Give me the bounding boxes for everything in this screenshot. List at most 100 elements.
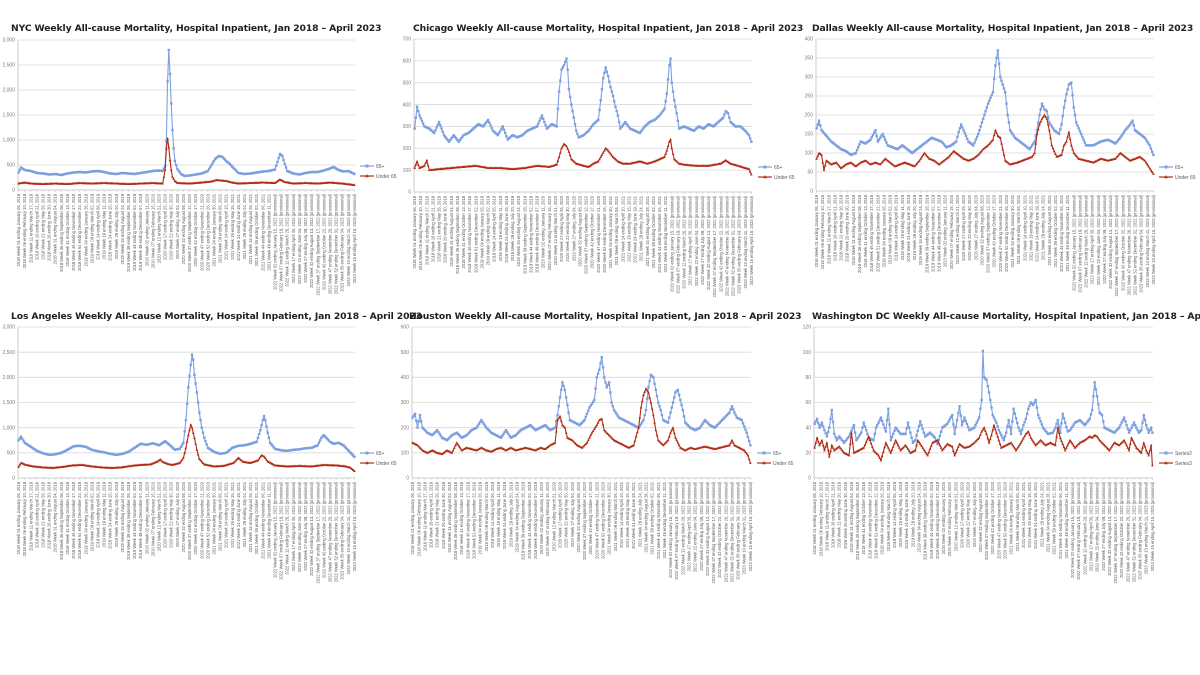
data-point (47, 453, 51, 457)
data-point (1061, 114, 1064, 118)
x-tick-label: 2018 Week 26 ending June 30, 2018 (47, 481, 52, 549)
data-point (590, 431, 594, 434)
data-point (623, 419, 627, 422)
x-tick-label: 2021 Week 39 ending October 02, 2021 (651, 195, 656, 268)
data-point (864, 159, 867, 162)
y-tick-label: 50 (807, 170, 813, 176)
x-tick-label: 2020 Week 12 ending March 21, 2020 (553, 195, 558, 265)
data-point (972, 157, 975, 160)
data-point (887, 407, 890, 410)
data-point (579, 135, 583, 138)
data-point (1113, 431, 1116, 434)
data-point (622, 122, 626, 125)
data-point (1066, 443, 1069, 447)
data-point (1031, 440, 1035, 443)
data-point (567, 150, 571, 153)
data-point (326, 168, 329, 171)
x-tick-label: 2019 Week 24 ending June 15, 2019 (502, 481, 507, 549)
data-point (571, 420, 574, 423)
data-point (113, 453, 117, 456)
data-point (631, 128, 634, 131)
data-point (904, 432, 907, 436)
data-point (170, 102, 173, 105)
data-point (187, 433, 190, 437)
data-point (653, 421, 656, 424)
data-point (917, 440, 921, 444)
x-tick-label: 2022 Week 27 ending July 09, 2022 (provi… (699, 481, 704, 570)
data-point (210, 163, 213, 167)
x-tick-label: 2021 Week 44 ending November 06, 2021 (260, 481, 265, 559)
data-point (863, 425, 867, 428)
x-tick-label: 2022 Week 37 ending September 17, 2022 (… (711, 481, 716, 583)
data-point (943, 158, 947, 161)
data-point (973, 426, 976, 429)
data-point (196, 172, 200, 176)
data-point (848, 442, 852, 446)
data-point (300, 172, 304, 176)
data-point (1014, 417, 1018, 420)
data-point (835, 439, 838, 442)
data-point (560, 68, 563, 71)
data-point (1019, 441, 1023, 444)
data-point (950, 413, 954, 417)
data-point (1000, 446, 1003, 449)
data-point (517, 135, 520, 139)
data-point (993, 418, 997, 422)
data-point (1046, 115, 1050, 119)
data-point (295, 448, 299, 451)
y-tick-label: 500 (7, 163, 16, 169)
data-point (995, 56, 998, 60)
data-point (160, 459, 163, 462)
x-tick-label: 2018 Week 06 ending February 10, 2018 (820, 194, 825, 269)
data-point (529, 423, 532, 427)
data-point (645, 389, 649, 392)
data-point (496, 434, 499, 438)
data-point (816, 123, 820, 126)
x-tick-label: 2018 Week 31 ending August 04, 2018 (449, 195, 454, 266)
data-point (1116, 154, 1120, 157)
data-point (1078, 441, 1082, 444)
legend-entry: 65+ (758, 165, 783, 171)
data-point (222, 157, 225, 160)
data-point (998, 442, 1002, 446)
data-point (987, 441, 991, 444)
data-point (33, 448, 36, 451)
data-point (1004, 91, 1007, 94)
data-point (1008, 441, 1012, 445)
data-point (176, 167, 179, 171)
data-point (836, 445, 840, 449)
data-point (823, 133, 827, 136)
data-point (660, 111, 664, 114)
data-point (977, 132, 980, 136)
data-point (835, 446, 839, 450)
data-point (456, 443, 460, 446)
data-point (997, 135, 1001, 138)
x-tick-label: 2021 Week 34 ending August 28, 2021 (645, 195, 650, 266)
series-line-65- (412, 356, 751, 446)
x-tick-label: 2023 Week 15 ending April 15, 2023 (prov… (352, 481, 357, 571)
data-point (728, 161, 731, 164)
data-point (1148, 166, 1152, 170)
data-point (305, 447, 308, 450)
data-point (1044, 429, 1047, 433)
data-point (1141, 421, 1144, 424)
data-point (992, 77, 996, 81)
data-point (497, 435, 500, 438)
data-point (928, 431, 932, 434)
data-point (869, 138, 872, 141)
data-point (944, 444, 948, 447)
data-point (910, 151, 914, 155)
data-point (1067, 429, 1071, 433)
data-point (961, 445, 965, 448)
data-point (991, 91, 995, 94)
data-point (879, 416, 883, 419)
data-point (429, 449, 433, 452)
data-point (568, 153, 572, 157)
data-point (345, 447, 349, 451)
data-point (217, 452, 221, 455)
data-point (637, 426, 640, 429)
data-point (265, 425, 268, 428)
data-point (991, 428, 995, 432)
data-point (974, 155, 978, 158)
